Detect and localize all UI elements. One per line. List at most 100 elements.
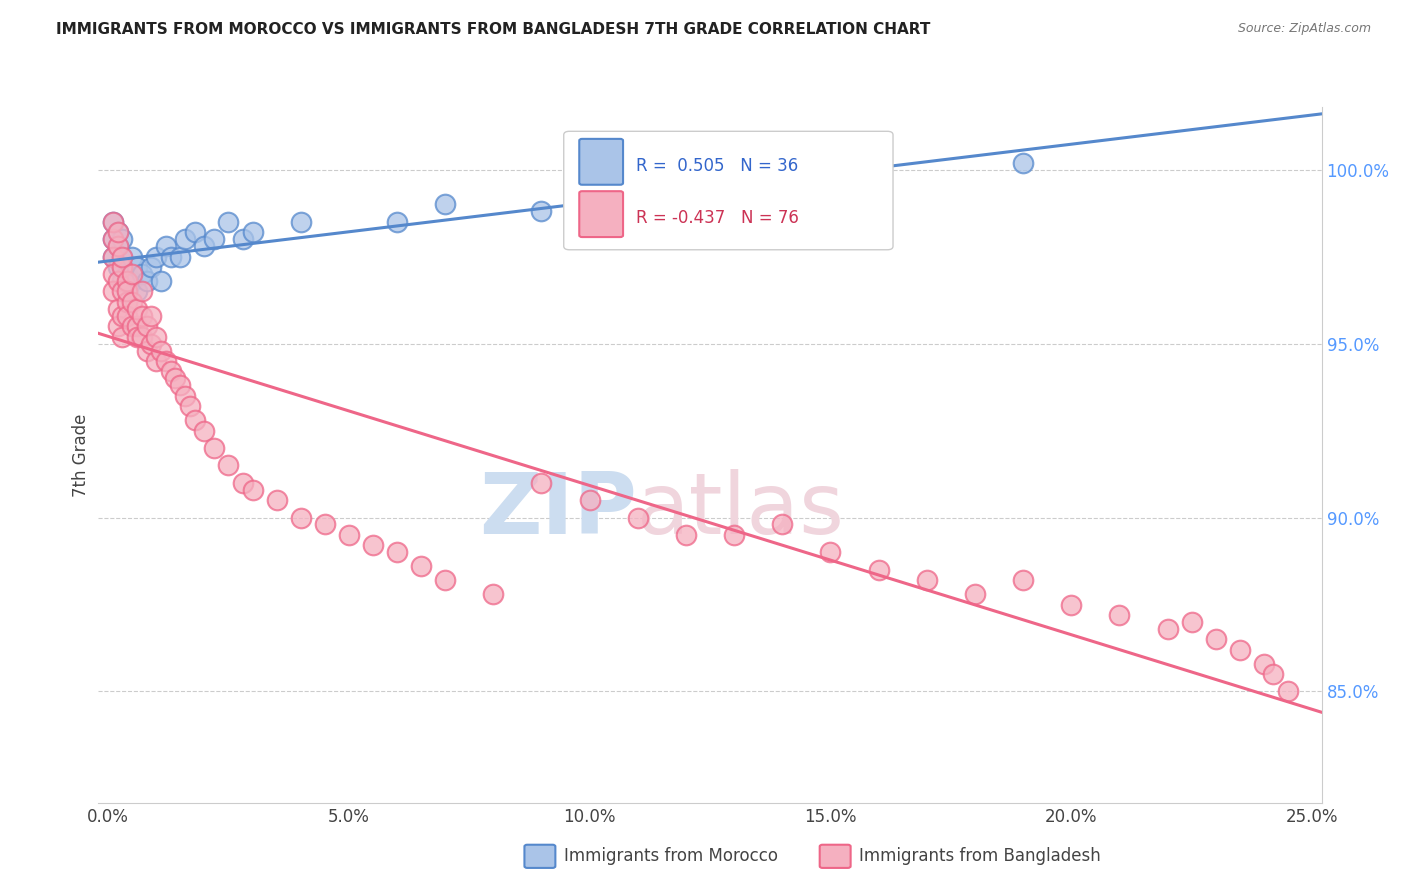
Point — [125, 301, 148, 316]
Point — [963, 587, 986, 601]
Point — [627, 510, 650, 524]
Point — [111, 274, 134, 288]
Point — [770, 517, 793, 532]
Point — [125, 285, 148, 299]
Point — [155, 239, 177, 253]
Point — [1012, 573, 1035, 587]
Point — [723, 528, 745, 542]
Point — [179, 399, 201, 413]
Point — [121, 274, 143, 288]
Point — [1205, 632, 1227, 647]
Point — [1277, 684, 1299, 698]
Point — [675, 528, 697, 542]
Point — [107, 225, 129, 239]
Point — [117, 274, 139, 288]
Point — [141, 260, 163, 274]
Point — [107, 260, 129, 274]
Point — [193, 424, 215, 438]
Point — [131, 267, 153, 281]
Text: R = -0.437   N = 76: R = -0.437 N = 76 — [636, 210, 799, 227]
Point — [242, 225, 264, 239]
Point — [1181, 615, 1204, 629]
Point — [434, 197, 457, 211]
Point — [101, 232, 124, 246]
Point — [385, 545, 408, 559]
Point — [117, 285, 139, 299]
Point — [409, 559, 432, 574]
Text: R =  0.505   N = 36: R = 0.505 N = 36 — [636, 157, 799, 175]
Point — [135, 319, 157, 334]
Point — [159, 250, 181, 264]
Point — [125, 329, 148, 343]
Point — [117, 267, 139, 281]
Point — [117, 294, 139, 309]
Point — [482, 587, 505, 601]
Point — [107, 225, 129, 239]
Point — [150, 274, 173, 288]
Point — [101, 250, 124, 264]
Point — [111, 285, 134, 299]
Point — [107, 239, 129, 253]
Point — [165, 371, 187, 385]
Point — [131, 329, 153, 343]
Text: Source: ZipAtlas.com: Source: ZipAtlas.com — [1237, 22, 1371, 36]
Point — [111, 232, 134, 246]
Point — [121, 267, 143, 281]
Point — [101, 285, 124, 299]
Point — [1012, 155, 1035, 169]
Point — [141, 309, 163, 323]
Point — [1253, 657, 1275, 671]
Point — [217, 458, 239, 473]
Point — [174, 389, 197, 403]
Point — [135, 343, 157, 358]
Point — [145, 354, 167, 368]
Point — [868, 563, 890, 577]
Point — [434, 573, 457, 587]
Point — [1229, 642, 1251, 657]
Point — [155, 354, 177, 368]
Point — [290, 510, 312, 524]
Point — [121, 250, 143, 264]
Point — [101, 267, 124, 281]
Point — [337, 528, 360, 542]
Point — [202, 232, 225, 246]
Point — [169, 378, 191, 392]
Point — [101, 215, 124, 229]
Point — [111, 260, 134, 274]
Y-axis label: 7th Grade: 7th Grade — [72, 413, 90, 497]
Point — [111, 309, 134, 323]
Text: Immigrants from Morocco: Immigrants from Morocco — [564, 847, 778, 865]
Point — [101, 250, 124, 264]
Point — [314, 517, 336, 532]
Text: ZIP: ZIP — [479, 469, 637, 552]
Text: IMMIGRANTS FROM MOROCCO VS IMMIGRANTS FROM BANGLADESH 7TH GRADE CORRELATION CHAR: IMMIGRANTS FROM MOROCCO VS IMMIGRANTS FR… — [56, 22, 931, 37]
Point — [915, 573, 938, 587]
Point — [145, 329, 167, 343]
Point — [193, 239, 215, 253]
Point — [111, 260, 134, 274]
Point — [101, 232, 124, 246]
Point — [578, 493, 600, 508]
Point — [159, 364, 181, 378]
Point — [232, 232, 254, 246]
Point — [121, 294, 143, 309]
Point — [131, 309, 153, 323]
Point — [107, 301, 129, 316]
Point — [125, 319, 148, 334]
Point — [111, 250, 134, 264]
Point — [101, 215, 124, 229]
Point — [111, 250, 134, 264]
Point — [184, 225, 207, 239]
Point — [242, 483, 264, 497]
Point — [141, 336, 163, 351]
Point — [232, 475, 254, 490]
Point — [361, 538, 384, 552]
Point — [217, 215, 239, 229]
Point — [184, 413, 207, 427]
Point — [125, 260, 148, 274]
Point — [202, 441, 225, 455]
Point — [169, 250, 191, 264]
Point — [107, 239, 129, 253]
Point — [530, 475, 553, 490]
Point — [117, 285, 139, 299]
